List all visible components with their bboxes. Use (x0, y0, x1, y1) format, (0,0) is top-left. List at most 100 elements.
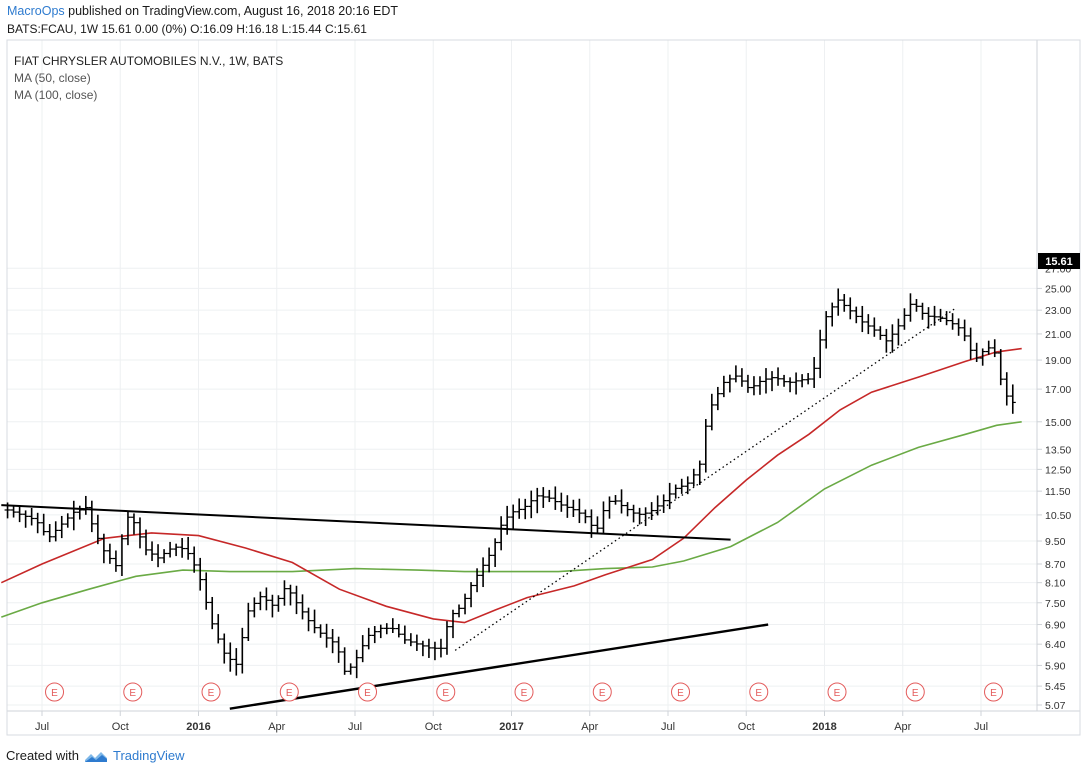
ma-100-line (1, 421, 1022, 618)
price-tick-label: 10.50 (1045, 510, 1071, 522)
time-tick-label: Oct (738, 721, 755, 733)
earnings-circle (827, 682, 847, 702)
price-tick-label: 5.45 (1045, 681, 1066, 693)
earnings-circle (905, 682, 925, 702)
earnings-marker[interactable]: E (279, 682, 299, 702)
price-tick-label: 12.50 (1045, 464, 1071, 476)
earnings-label: E (129, 688, 136, 699)
time-tick-label: 2016 (186, 721, 210, 733)
uptrend-trendline[interactable] (454, 307, 957, 651)
earnings-label: E (51, 688, 58, 699)
earnings-label: E (990, 688, 997, 699)
price-tick-label: 15.00 (1045, 417, 1071, 429)
price-tick-label: 5.07 (1045, 700, 1066, 712)
time-tick-label: Apr (581, 721, 598, 733)
author-link[interactable]: MacroOps (7, 4, 65, 18)
earnings-circle (123, 682, 143, 702)
earnings-label: E (599, 688, 606, 699)
time-tick-label: Apr (268, 721, 285, 733)
time-tick-label: Jul (974, 721, 988, 733)
earnings-circle (671, 682, 691, 702)
earnings-circle (358, 682, 378, 702)
price-tick-label: 21.00 (1045, 329, 1071, 341)
time-tick-label: Oct (425, 721, 442, 733)
legend-ma100[interactable]: MA (100, close) (14, 88, 97, 102)
time-tick-label: Apr (894, 721, 911, 733)
footer: Created with TradingView (6, 748, 185, 763)
earnings-circle (436, 682, 456, 702)
earnings-label: E (912, 688, 919, 699)
chart-border (6, 39, 1081, 736)
earnings-marker[interactable]: E (358, 682, 378, 702)
tradingview-logo-icon (84, 751, 107, 762)
time-tick-label: Jul (661, 721, 675, 733)
earnings-circle (201, 682, 221, 702)
price-tick-label: 8.70 (1045, 559, 1066, 571)
earnings-circle (45, 682, 65, 702)
earnings-label: E (208, 688, 215, 699)
earnings-label: E (364, 688, 371, 699)
price-tick-label: 5.90 (1045, 660, 1066, 672)
earnings-label: E (521, 688, 528, 699)
earnings-circle (514, 682, 534, 702)
chart-title: FIAT CHRYSLER AUTOMOBILES N.V., 1W, BATS (14, 54, 283, 68)
earnings-marker[interactable]: E (671, 682, 691, 702)
earnings-marker[interactable]: E (45, 682, 65, 702)
price-tick-label: 8.10 (1045, 578, 1066, 590)
chart-legend: FIAT CHRYSLER AUTOMOBILES N.V., 1W, BATS… (14, 54, 283, 102)
earnings-label: E (755, 688, 762, 699)
resistance-trendline[interactable] (1, 504, 731, 541)
ma-50-line (0, 347, 1022, 624)
earnings-marker[interactable]: E (123, 682, 143, 702)
price-tick-label: 7.50 (1045, 598, 1066, 610)
symbol-line: BATS:FCAU, 1W 15.61 0.00 (0%) O:16.09 H:… (7, 22, 367, 36)
price-tick-label: 6.40 (1045, 639, 1066, 651)
time-tick-label: Jul (35, 721, 49, 733)
last-price-tag: 15.61 (1038, 253, 1080, 269)
legend-ma50[interactable]: MA (50, close) (14, 71, 91, 85)
price-axis[interactable]: 27.0025.0023.0021.0019.0017.0015.0013.50… (1037, 263, 1071, 712)
earnings-marker[interactable]: E (749, 682, 769, 702)
earnings-circle (279, 682, 299, 702)
price-tick-label: 11.50 (1045, 486, 1071, 498)
price-tick-label: 17.00 (1045, 384, 1071, 396)
price-tick-label: 13.50 (1045, 444, 1071, 456)
earnings-marker[interactable]: E (592, 682, 612, 702)
time-tick-label: Jul (348, 721, 362, 733)
time-tick-label: 2017 (499, 721, 523, 733)
earnings-circle (749, 682, 769, 702)
price-tick-label: 19.00 (1045, 355, 1071, 367)
earnings-marker[interactable]: E (201, 682, 221, 702)
earnings-marker[interactable]: E (436, 682, 456, 702)
ma-100-path (1, 421, 1022, 618)
earnings-marker[interactable]: E (827, 682, 847, 702)
price-tick-label: 25.00 (1045, 283, 1071, 295)
publish-text: published on TradingView.com, August 16,… (68, 4, 398, 18)
ma-50-path (0, 347, 1022, 624)
tradingview-link[interactable]: TradingView (112, 748, 185, 763)
earnings-circle (984, 682, 1004, 702)
last-price-label: 15.61 (1045, 256, 1073, 268)
grid-lines (7, 40, 1037, 711)
time-tick-label: Oct (112, 721, 129, 733)
earnings-label: E (286, 688, 293, 699)
price-tick-label: 23.00 (1045, 305, 1071, 317)
earnings-marker[interactable]: E (514, 682, 534, 702)
earnings-label: E (834, 688, 841, 699)
price-tick-label: 6.90 (1045, 620, 1066, 632)
earnings-marker[interactable]: E (905, 682, 925, 702)
earnings-circle (592, 682, 612, 702)
trendlines[interactable] (1, 307, 957, 710)
price-tick-label: 9.50 (1045, 536, 1066, 548)
publish-info: MacroOps published on TradingView.com, A… (7, 4, 398, 18)
created-with-text: Created with (6, 748, 79, 763)
earnings-label: E (442, 688, 449, 699)
earnings-marker[interactable]: E (984, 682, 1004, 702)
time-tick-label: 2018 (812, 721, 836, 733)
price-bars (4, 288, 1016, 679)
time-axis[interactable]: Jul Oct 2016 Apr Jul Oct 2017 Apr Jul Oct 2018 Apr J… (35, 711, 988, 733)
support-trendline[interactable] (229, 623, 769, 710)
earnings-label: E (677, 688, 684, 699)
